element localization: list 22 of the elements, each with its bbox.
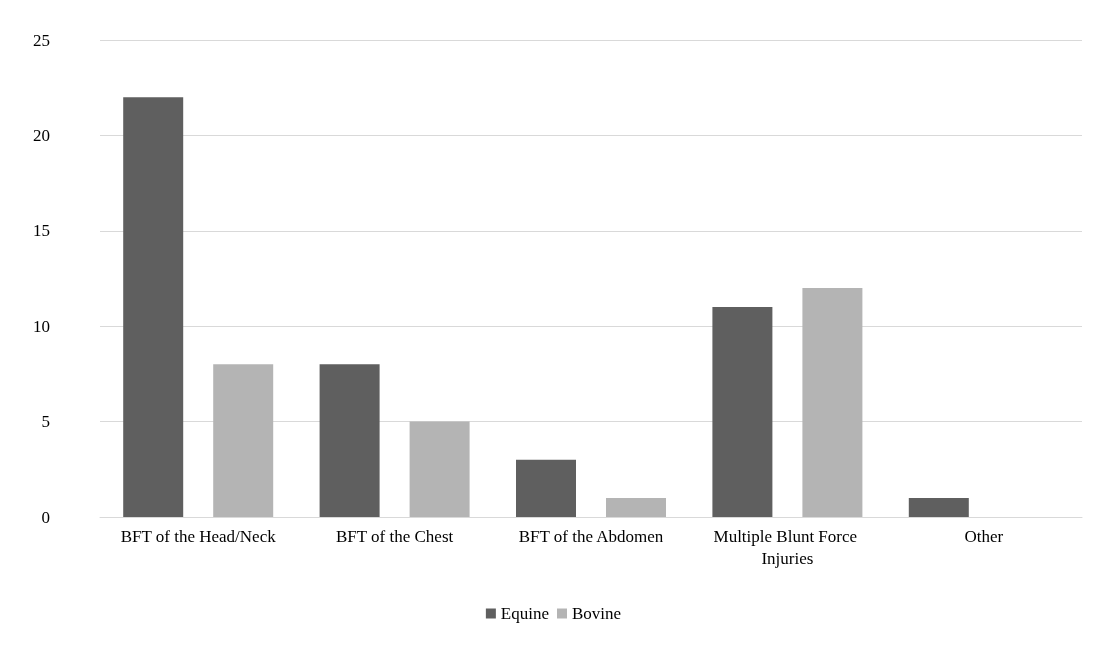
x-tick-label: BFT of the Head/Neck xyxy=(120,526,277,546)
y-tick-label: 5 xyxy=(41,412,50,432)
y-tick-label: 25 xyxy=(33,30,50,50)
x-tick-label: BFT of the Chest xyxy=(335,526,454,546)
bar xyxy=(908,497,969,517)
bar xyxy=(123,97,184,517)
bar xyxy=(802,288,863,517)
bar xyxy=(213,364,274,517)
x-tick-label: Multiple Blunt Force Injuries xyxy=(713,526,862,568)
y-tick-label: 10 xyxy=(33,316,50,336)
y-tick-label: 15 xyxy=(33,221,50,241)
bar xyxy=(516,459,576,517)
x-tick-label: BFT of the Abdomen xyxy=(518,526,664,546)
y-tick-label: 0 xyxy=(41,507,50,527)
x-tick-label: Other xyxy=(964,526,1004,546)
legend-label: Equine xyxy=(500,604,550,623)
bar xyxy=(409,421,470,517)
bar xyxy=(606,497,666,517)
y-tick-label: 20 xyxy=(33,125,50,145)
bar xyxy=(712,307,773,517)
bar xyxy=(319,364,380,517)
legend-label: Bovine xyxy=(572,604,622,623)
